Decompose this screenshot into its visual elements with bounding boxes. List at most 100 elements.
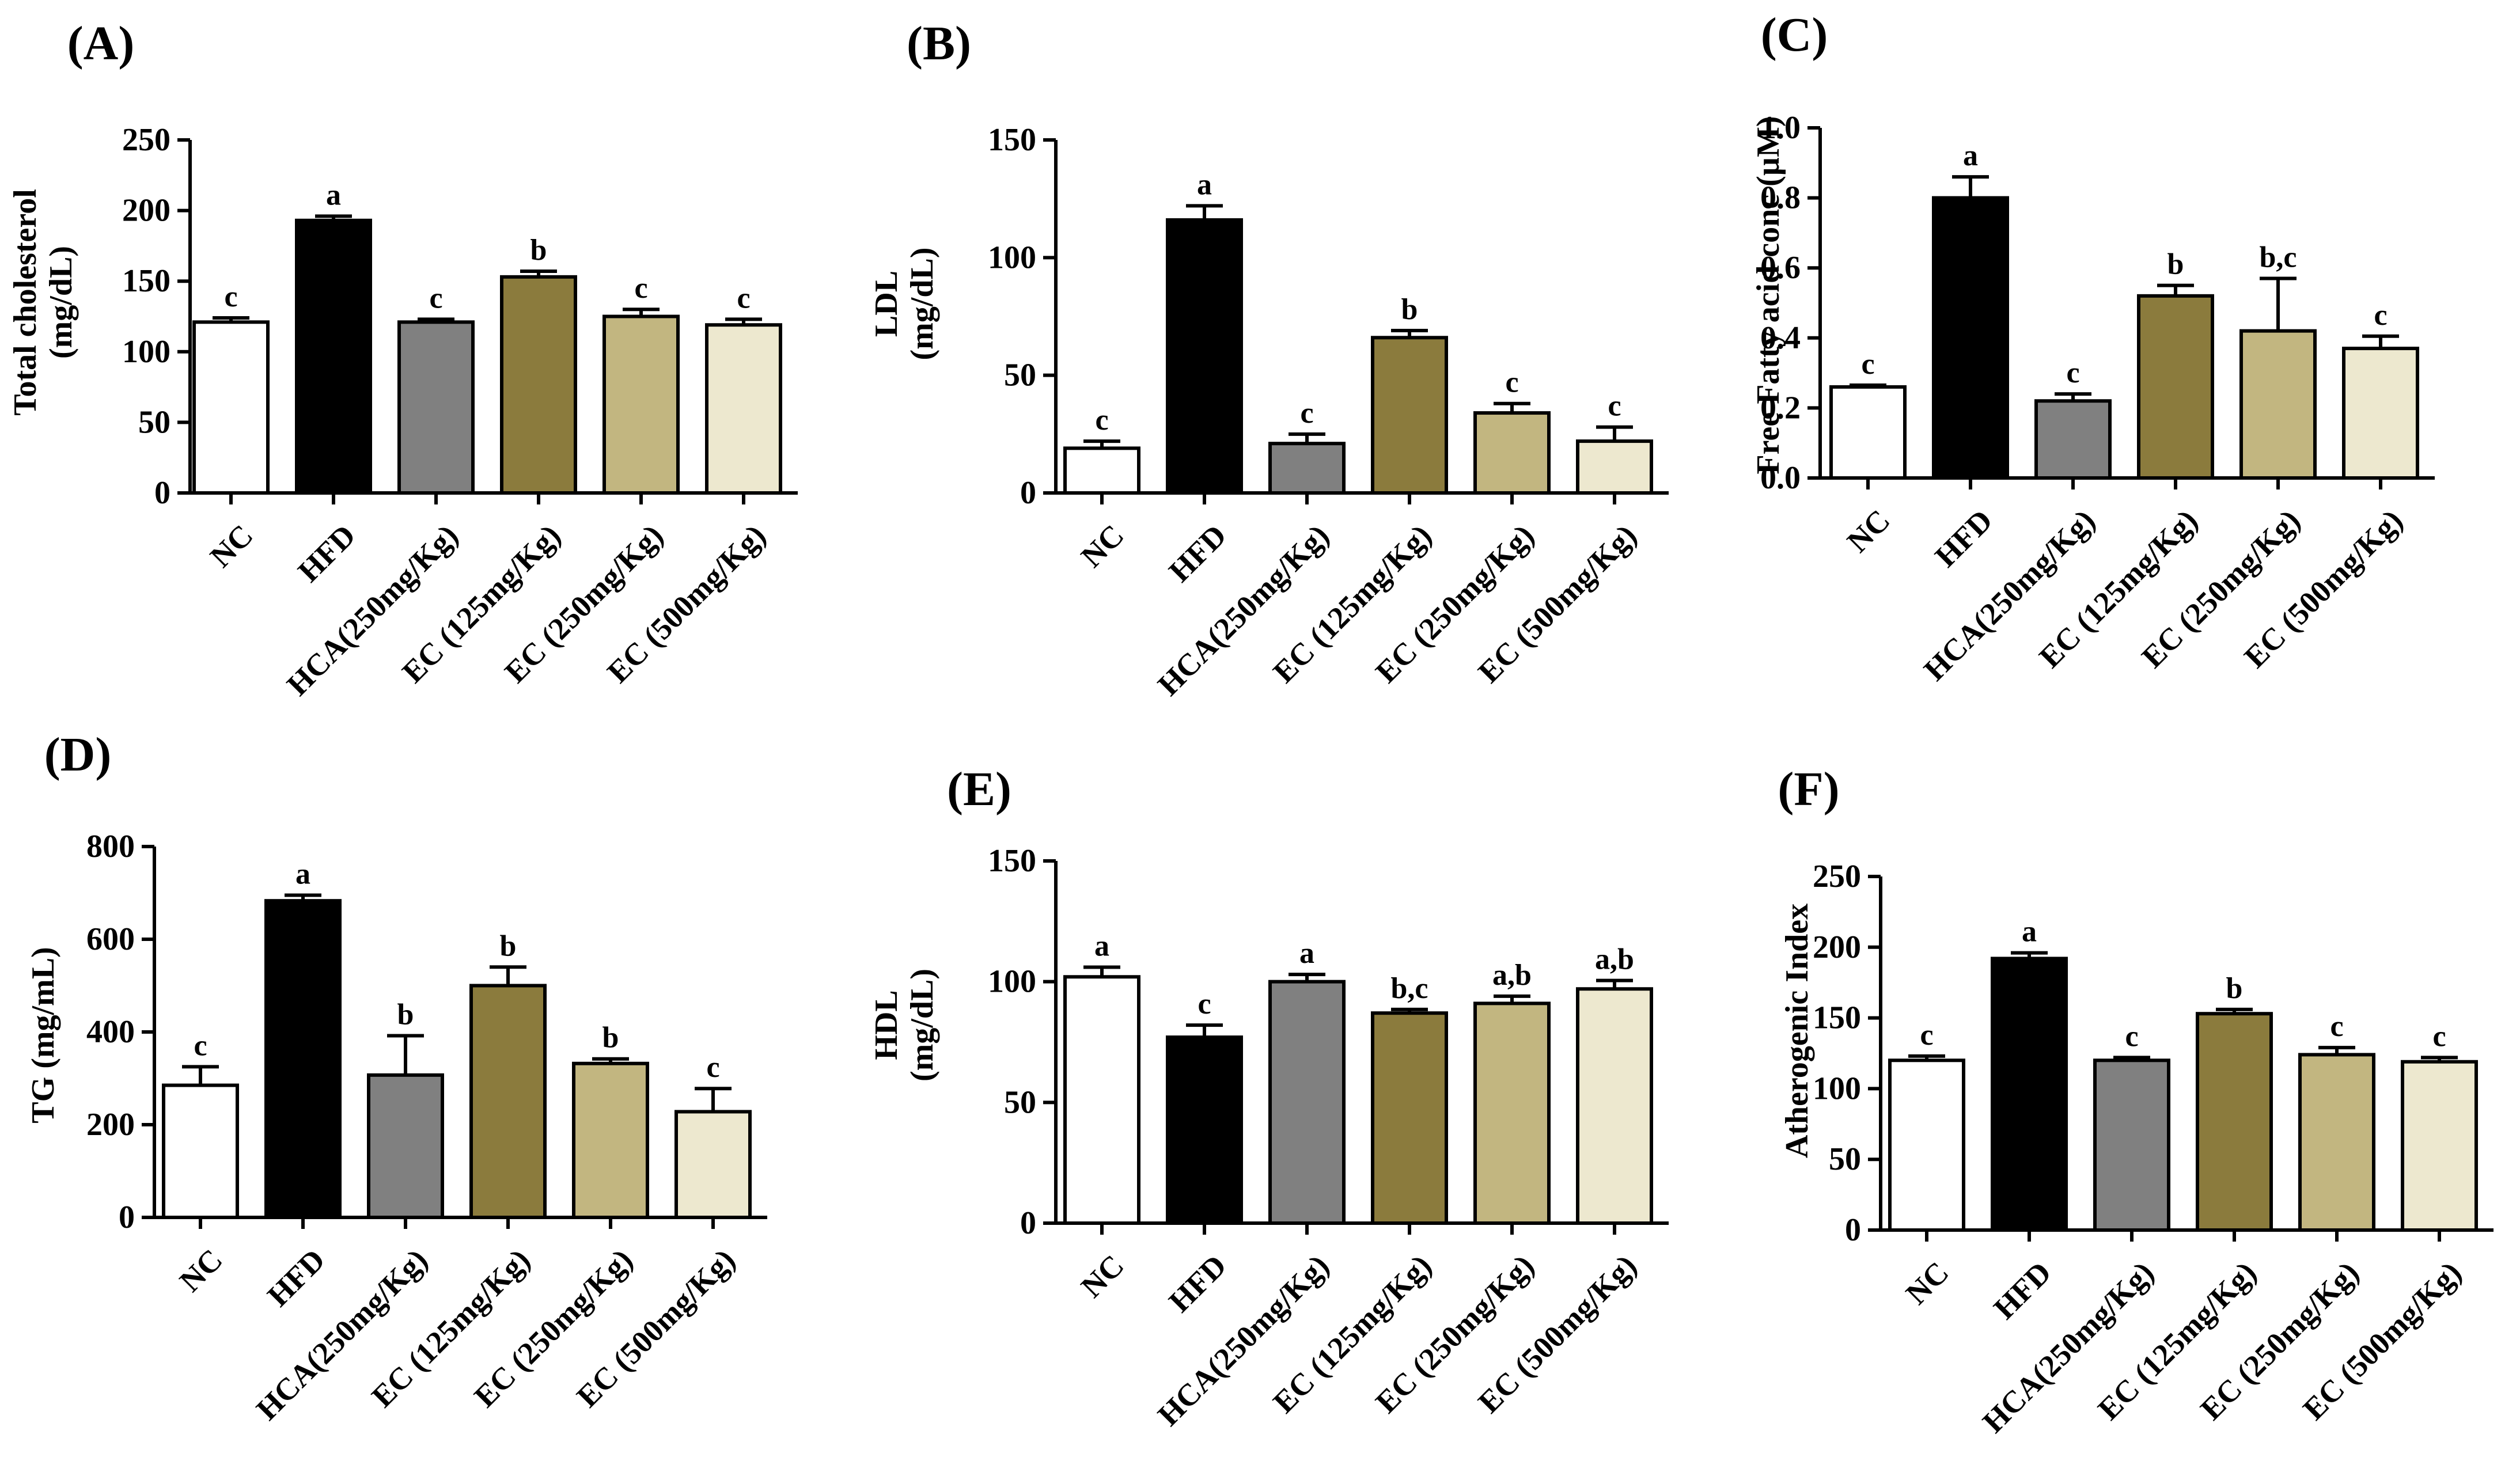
panel-label: (C): [1761, 8, 1828, 62]
significance-label: a: [2022, 916, 2037, 948]
bar: [2034, 399, 2112, 480]
bar: [162, 1083, 239, 1219]
bar: [1166, 218, 1243, 495]
bar: [602, 314, 680, 495]
y-axis-label: HDL: [869, 990, 904, 1060]
y-tick-label: 0: [1020, 1205, 1036, 1241]
y-axis-label: (mg/dL): [43, 246, 79, 359]
y-tick-label: 50: [1004, 358, 1036, 393]
panel-label: (D): [44, 728, 112, 781]
significance-label: a,b: [1595, 943, 1634, 976]
bar: [1268, 980, 1346, 1225]
y-axis-label: Total cholesterol: [7, 189, 43, 416]
y-tick-label: 1.0: [1760, 110, 1801, 146]
significance-label: c: [224, 280, 237, 313]
bar: [1991, 957, 2068, 1232]
bar: [397, 320, 475, 495]
bar: [2401, 1060, 2478, 1232]
y-tick-label: 150: [122, 263, 170, 299]
x-tick-label: HCA(250mg/Kg): [1917, 503, 2101, 687]
bar: [1473, 1001, 1551, 1225]
x-tick-label: HFD: [1928, 503, 1999, 574]
panel-a: (A) Total cholesterol (mg/dL) 0 50 100 150 200 2…: [7, 17, 798, 703]
significance-label: c: [1095, 404, 1108, 437]
y-tick-label: 0: [154, 475, 170, 511]
bar: [469, 984, 547, 1219]
y-tick-label: 0: [119, 1200, 135, 1235]
y-tick-label: 50: [138, 404, 170, 440]
x-tick-label: HFD: [291, 518, 362, 589]
y-tick-label: 0.8: [1760, 180, 1801, 216]
significance-label: b: [397, 998, 414, 1031]
y-tick-label: 800: [86, 829, 135, 864]
panel-label: (B): [907, 17, 971, 70]
y-tick-label: 200: [1813, 929, 1861, 965]
significance-label: b,c: [2260, 241, 2297, 274]
y-tick-label: 0: [1020, 475, 1036, 511]
significance-label: c: [2432, 1020, 2446, 1053]
y-tick-label: 0.0: [1760, 460, 1801, 496]
x-tick-label: HFD: [1162, 518, 1233, 589]
bar: [295, 218, 372, 495]
significance-label: c: [194, 1029, 207, 1062]
y-tick-label: 0.6: [1760, 250, 1801, 286]
y-tick-label: 0.2: [1760, 390, 1801, 426]
y-tick-label: 100: [1813, 1071, 1861, 1106]
significance-label: b: [2167, 248, 2184, 281]
significance-label: b: [1401, 293, 1418, 326]
bar: [1268, 442, 1346, 495]
bar: [1063, 446, 1140, 495]
bar: [1473, 411, 1551, 495]
bar: [1888, 1058, 1965, 1232]
bar: [572, 1061, 649, 1219]
significance-label: c: [737, 282, 750, 314]
significance-label: b: [602, 1022, 619, 1054]
y-tick-label: 250: [1813, 859, 1861, 894]
significance-label: a: [1963, 139, 1978, 172]
x-tick-label: NC: [1074, 518, 1131, 574]
significance-label: c: [1300, 397, 1313, 430]
x-tick-label: HCA(250mg/Kg): [1151, 518, 1335, 702]
y-tick-label: 0.4: [1760, 320, 1801, 356]
x-tick-label: NC: [1899, 1255, 1956, 1311]
significance-label: a: [1299, 937, 1314, 970]
panel-e: (E) HDL (mg/dL) 0 50 100 150 a NC c HFD a HCA(250mg/…: [869, 762, 1669, 1433]
bar: [2196, 1012, 2273, 1232]
x-tick-label: HCA(250mg/Kg): [249, 1242, 434, 1426]
significance-label: a,b: [1492, 959, 1532, 992]
bar: [1932, 196, 2009, 480]
x-tick-label: NC: [173, 1242, 229, 1299]
significance-label: c: [429, 282, 442, 314]
y-tick-label: 150: [988, 122, 1036, 158]
x-tick-label: NC: [1840, 503, 1897, 559]
x-tick-label: HFD: [261, 1242, 332, 1313]
significance-label: c: [2374, 299, 2387, 332]
significance-label: c: [1505, 366, 1518, 399]
y-tick-label: 150: [988, 843, 1036, 879]
x-tick-label: HFD: [1162, 1248, 1233, 1319]
y-axis-label: LDL: [869, 271, 904, 337]
significance-label: c: [1861, 348, 1874, 381]
significance-label: c: [1608, 390, 1621, 423]
significance-label: b: [500, 929, 517, 962]
y-tick-label: 100: [988, 240, 1036, 275]
y-tick-label: 100: [988, 964, 1036, 1000]
y-axis-label: Free Fatty acid conc (µM): [1750, 116, 1786, 474]
x-tick-label: NC: [203, 518, 260, 574]
y-axis-label: TG (mg/mL): [25, 947, 61, 1123]
significance-label: a: [326, 179, 341, 211]
significance-label: c: [2125, 1020, 2138, 1053]
significance-label: b: [2226, 972, 2243, 1005]
bar: [1166, 1035, 1243, 1225]
y-tick-label: 50: [1829, 1141, 1861, 1177]
x-tick-label: HFD: [1987, 1255, 2058, 1326]
bar: [1576, 439, 1653, 495]
significance-label: c: [1920, 1019, 1933, 1052]
significance-label: b,c: [1391, 972, 1428, 1005]
y-tick-label: 600: [86, 921, 135, 957]
y-tick-label: 250: [122, 122, 170, 158]
panel-b: (B) LDL (mg/dL) 0 50 100 150 c NC a HFD c HCA(250mg/…: [869, 17, 1669, 703]
significance-label: c: [1198, 988, 1211, 1020]
bar: [2137, 294, 2214, 480]
